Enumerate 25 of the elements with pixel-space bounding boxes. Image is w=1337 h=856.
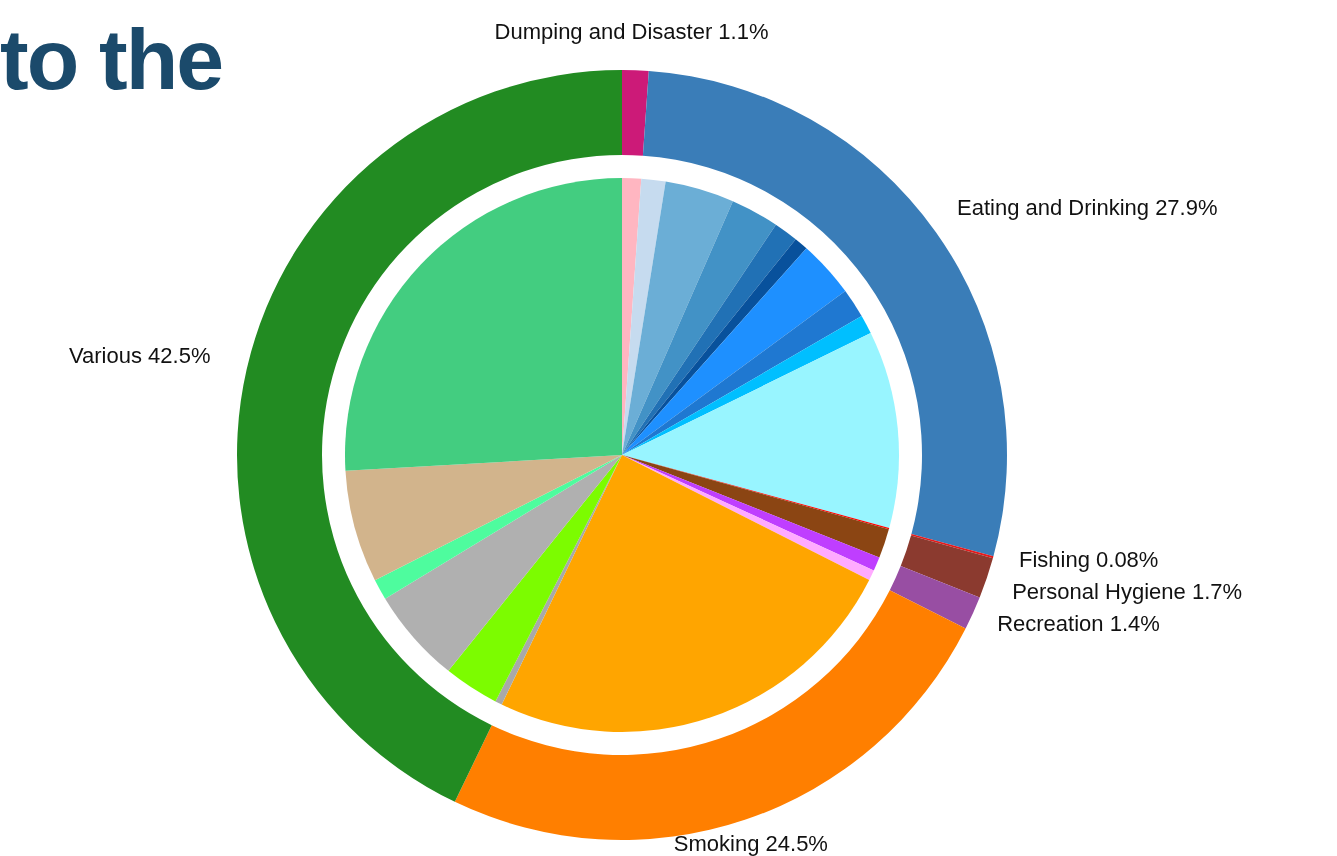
donut-slice [889,566,980,629]
chart-title: to the [0,11,223,107]
donut-slice [900,535,993,598]
pie-slice [385,455,622,671]
slice-label: Fishing 0.08% [1019,546,1159,572]
pie-slice [622,333,899,528]
pie-slice [622,248,846,455]
slice-label: Eating and Drinking 27.9% [957,194,1218,220]
pie-slice [345,455,622,581]
pie-slice [622,201,776,455]
donut-slice [622,70,649,156]
slice-label: Recreation 1.4% [997,610,1160,636]
slice-label: Smoking 24.5% [673,830,828,856]
pie-slice [345,178,622,471]
pie-slice [622,181,733,455]
donut-slice [237,70,622,802]
pie-slice [622,178,666,455]
pie-slice [374,455,622,599]
donut-slice [911,533,994,559]
pie-slice [501,455,870,732]
slice-label: Various 42.5% [69,343,211,369]
slice-label: Personal Hygiene 1.7% [1012,578,1243,604]
pie-slice [622,291,862,455]
slice-label: Dumping and Disaster 1.1% [494,19,769,45]
pie-slice [448,455,622,702]
